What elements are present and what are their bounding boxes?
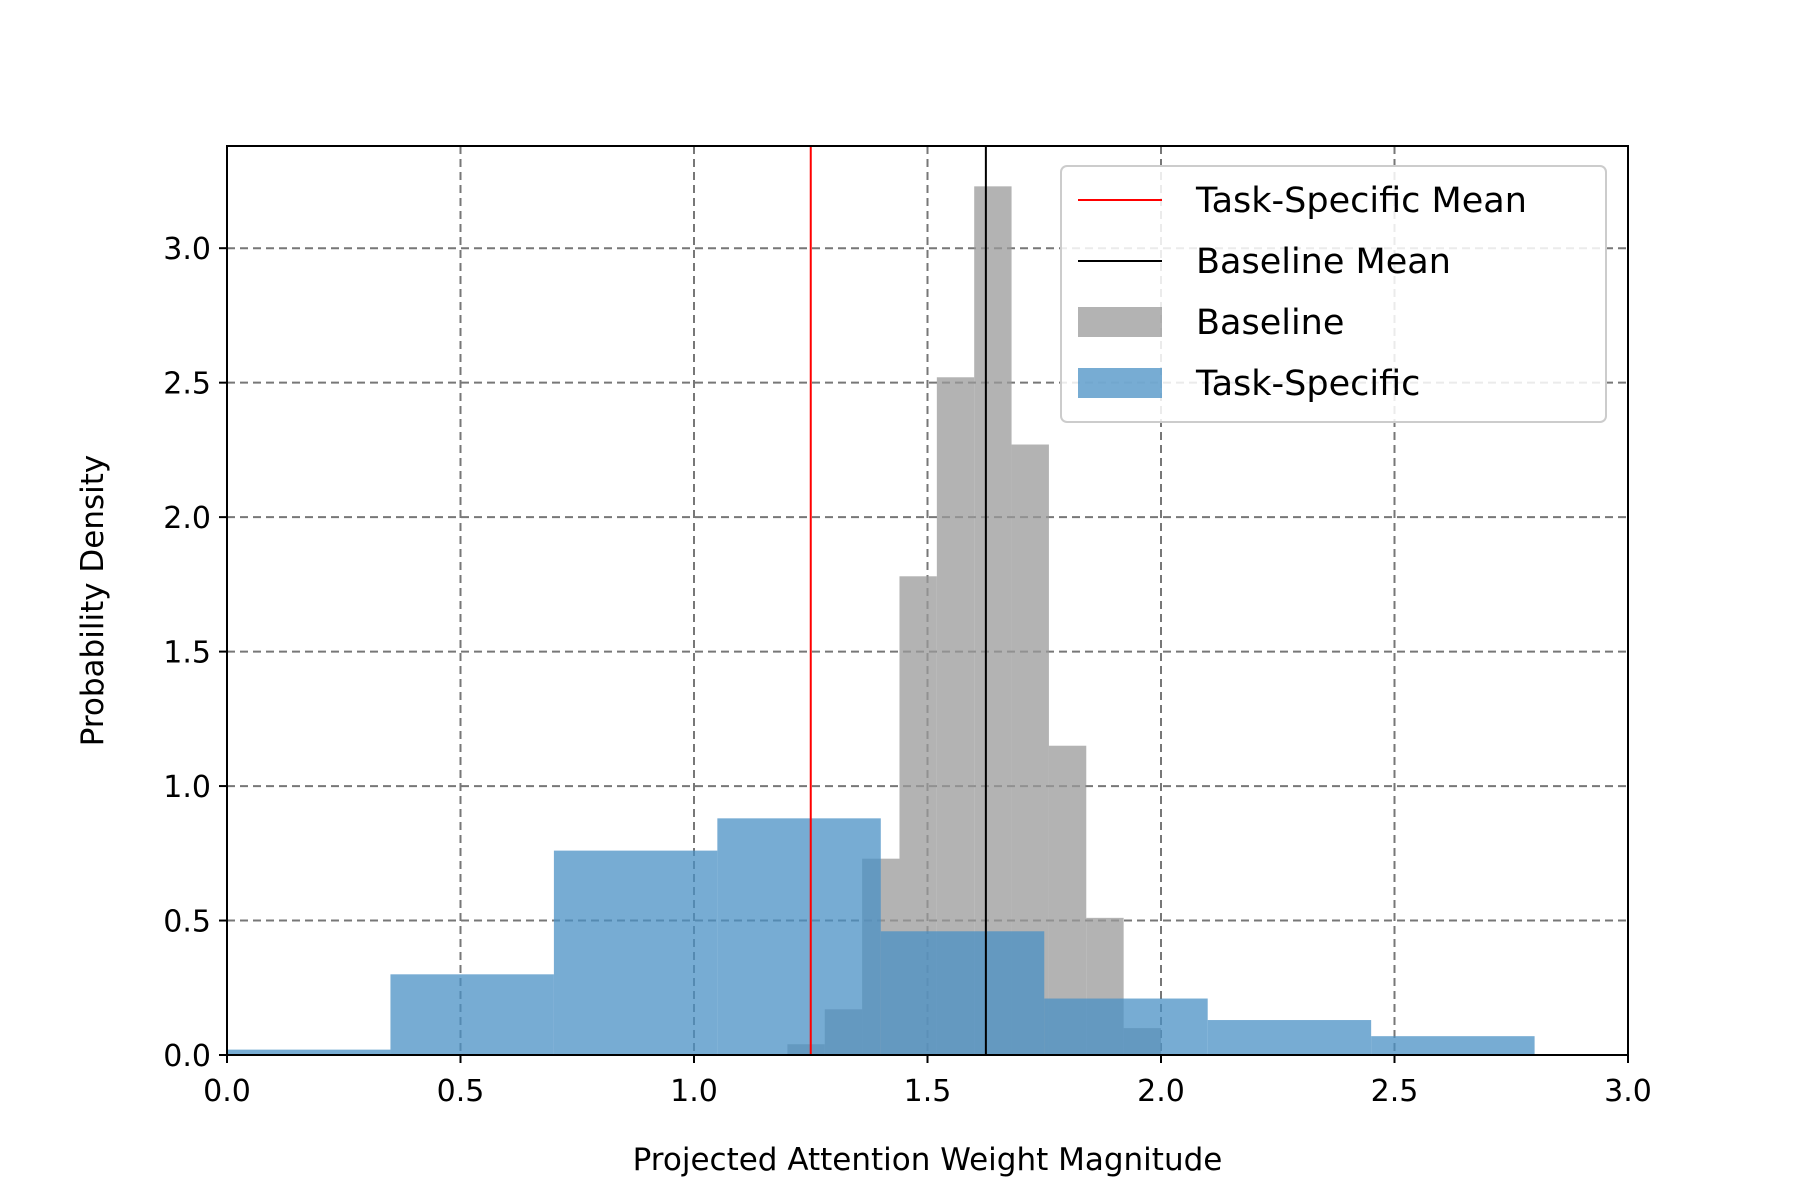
mean-lines bbox=[809, 146, 987, 1055]
x-tick-label-1: 0.5 bbox=[437, 1074, 485, 1109]
task-specific-bar-0 bbox=[227, 1049, 391, 1055]
x-tick-label-6: 3.0 bbox=[1604, 1074, 1652, 1109]
legend-box bbox=[1060, 165, 1607, 423]
task-specific-bar-4 bbox=[880, 931, 1045, 1055]
baseline-bar-5 bbox=[974, 186, 1012, 1056]
legend-label-baseline: Baseline bbox=[1196, 303, 1344, 343]
task-specific-bar-6 bbox=[1207, 1020, 1372, 1055]
legend-label-baseline-mean: Baseline Mean bbox=[1196, 242, 1451, 282]
x-tick-label-5: 2.5 bbox=[1371, 1074, 1419, 1109]
legend-label-task-specific-mean: Task-Specific Mean bbox=[1195, 181, 1527, 221]
task-specific-bars bbox=[227, 818, 1535, 1055]
legend-swatch-task-specific bbox=[1078, 368, 1162, 398]
x-tick-label-4: 2.0 bbox=[1137, 1074, 1185, 1109]
y-tick-label-5: 2.5 bbox=[163, 367, 211, 402]
task-specific-bar-1 bbox=[390, 974, 554, 1055]
y-tick-label-6: 3.0 bbox=[163, 232, 211, 267]
axis-ticks: 0.0 0.5 1.0 1.5 2.0 2.5 3.0 0.0 0.5 1.0 1.5 2.0 2.5 3… bbox=[163, 232, 1652, 1109]
task-specific-bar-5 bbox=[1044, 998, 1208, 1055]
task-specific-bar-2 bbox=[553, 850, 718, 1055]
y-tick-label-1: 0.5 bbox=[163, 905, 211, 940]
x-tick-label-0: 0.0 bbox=[203, 1074, 251, 1109]
y-tick-label-3: 1.5 bbox=[163, 636, 211, 671]
y-tick-label-0: 0.0 bbox=[163, 1039, 211, 1074]
y-tick-label-4: 2.0 bbox=[163, 501, 211, 536]
y-axis-label: Probability Density bbox=[75, 455, 111, 747]
x-tick-label-3: 1.5 bbox=[904, 1074, 952, 1109]
y-tick-label-2: 1.0 bbox=[163, 770, 211, 805]
x-axis-label: Projected Attention Weight Magnitude bbox=[633, 1142, 1223, 1178]
task-specific-bar-3 bbox=[717, 818, 881, 1055]
task-specific-bar-7 bbox=[1371, 1036, 1535, 1055]
x-tick-label-2: 1.0 bbox=[670, 1074, 718, 1109]
legend-label-task-specific: Task-Specific bbox=[1195, 364, 1420, 404]
legend: Task-Specific Mean Baseline Mean Baseline T… bbox=[1060, 165, 1607, 423]
legend-swatch-baseline bbox=[1078, 307, 1162, 337]
